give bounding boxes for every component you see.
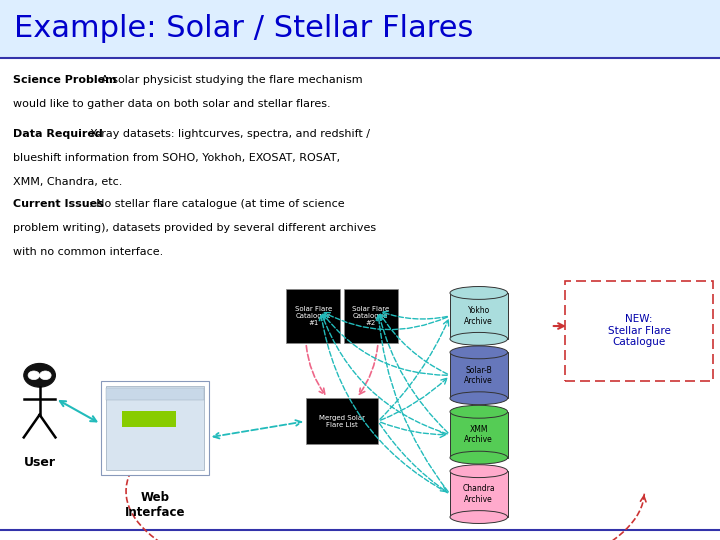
Circle shape [28,371,40,380]
Text: XMM, Chandra, etc.: XMM, Chandra, etc. [13,177,122,187]
Text: problem writing), datasets provided by several different archives: problem writing), datasets provided by s… [13,223,376,233]
FancyBboxPatch shape [344,289,397,343]
Text: Current Issues: Current Issues [13,199,104,209]
Ellipse shape [450,406,508,418]
Bar [450,293,508,339]
Circle shape [40,371,51,380]
Text: Data Required: Data Required [13,129,103,139]
Ellipse shape [450,511,508,523]
Text: NEW:
Stellar Flare
Catalogue: NEW: Stellar Flare Catalogue [608,314,670,347]
FancyBboxPatch shape [101,381,209,475]
Text: Chandra
Archive: Chandra Archive [462,484,495,504]
Text: : No stellar flare catalogue (at time of science: : No stellar flare catalogue (at time of… [89,199,344,209]
Circle shape [24,363,55,387]
Text: Yokho
Archive: Yokho Archive [464,306,493,326]
Text: Science Problem: Science Problem [13,75,117,85]
Bar [450,352,508,399]
Ellipse shape [450,287,508,299]
Text: Example: Solar / Stellar Flares: Example: Solar / Stellar Flares [14,14,474,43]
Ellipse shape [450,346,508,359]
Text: with no common interface.: with no common interface. [13,247,163,258]
Text: Solar-B
Archive: Solar-B Archive [464,366,493,385]
Ellipse shape [450,465,508,477]
Bar [450,411,508,458]
Text: Merged Solar
Flare List: Merged Solar Flare List [319,415,365,428]
FancyBboxPatch shape [106,386,204,470]
FancyBboxPatch shape [106,388,204,400]
Text: Web
Interface: Web Interface [125,491,185,519]
Text: Solar Flare
Catalogue
#2: Solar Flare Catalogue #2 [352,306,390,326]
FancyBboxPatch shape [0,0,720,57]
Text: : X-ray datasets: lightcurves, spectra, and redshift /: : X-ray datasets: lightcurves, spectra, … [84,129,370,139]
Ellipse shape [450,392,508,404]
Text: User: User [24,456,55,469]
Ellipse shape [450,451,508,464]
Bar [450,471,508,517]
Text: : A solar physicist studying the flare mechanism: : A solar physicist studying the flare m… [94,75,363,85]
Text: Solar Flare
Catalogue
#1: Solar Flare Catalogue #1 [294,306,332,326]
Text: blueshift information from SOHO, Yokhoh, EXOSAT, ROSAT,: blueshift information from SOHO, Yokhoh,… [13,153,340,163]
Text: XMM
Archive: XMM Archive [464,425,493,444]
FancyBboxPatch shape [306,399,378,444]
Ellipse shape [450,333,508,345]
Text: would like to gather data on both solar and stellar flares.: would like to gather data on both solar … [13,99,330,109]
FancyBboxPatch shape [565,281,713,381]
FancyBboxPatch shape [287,289,341,343]
FancyBboxPatch shape [122,411,176,427]
